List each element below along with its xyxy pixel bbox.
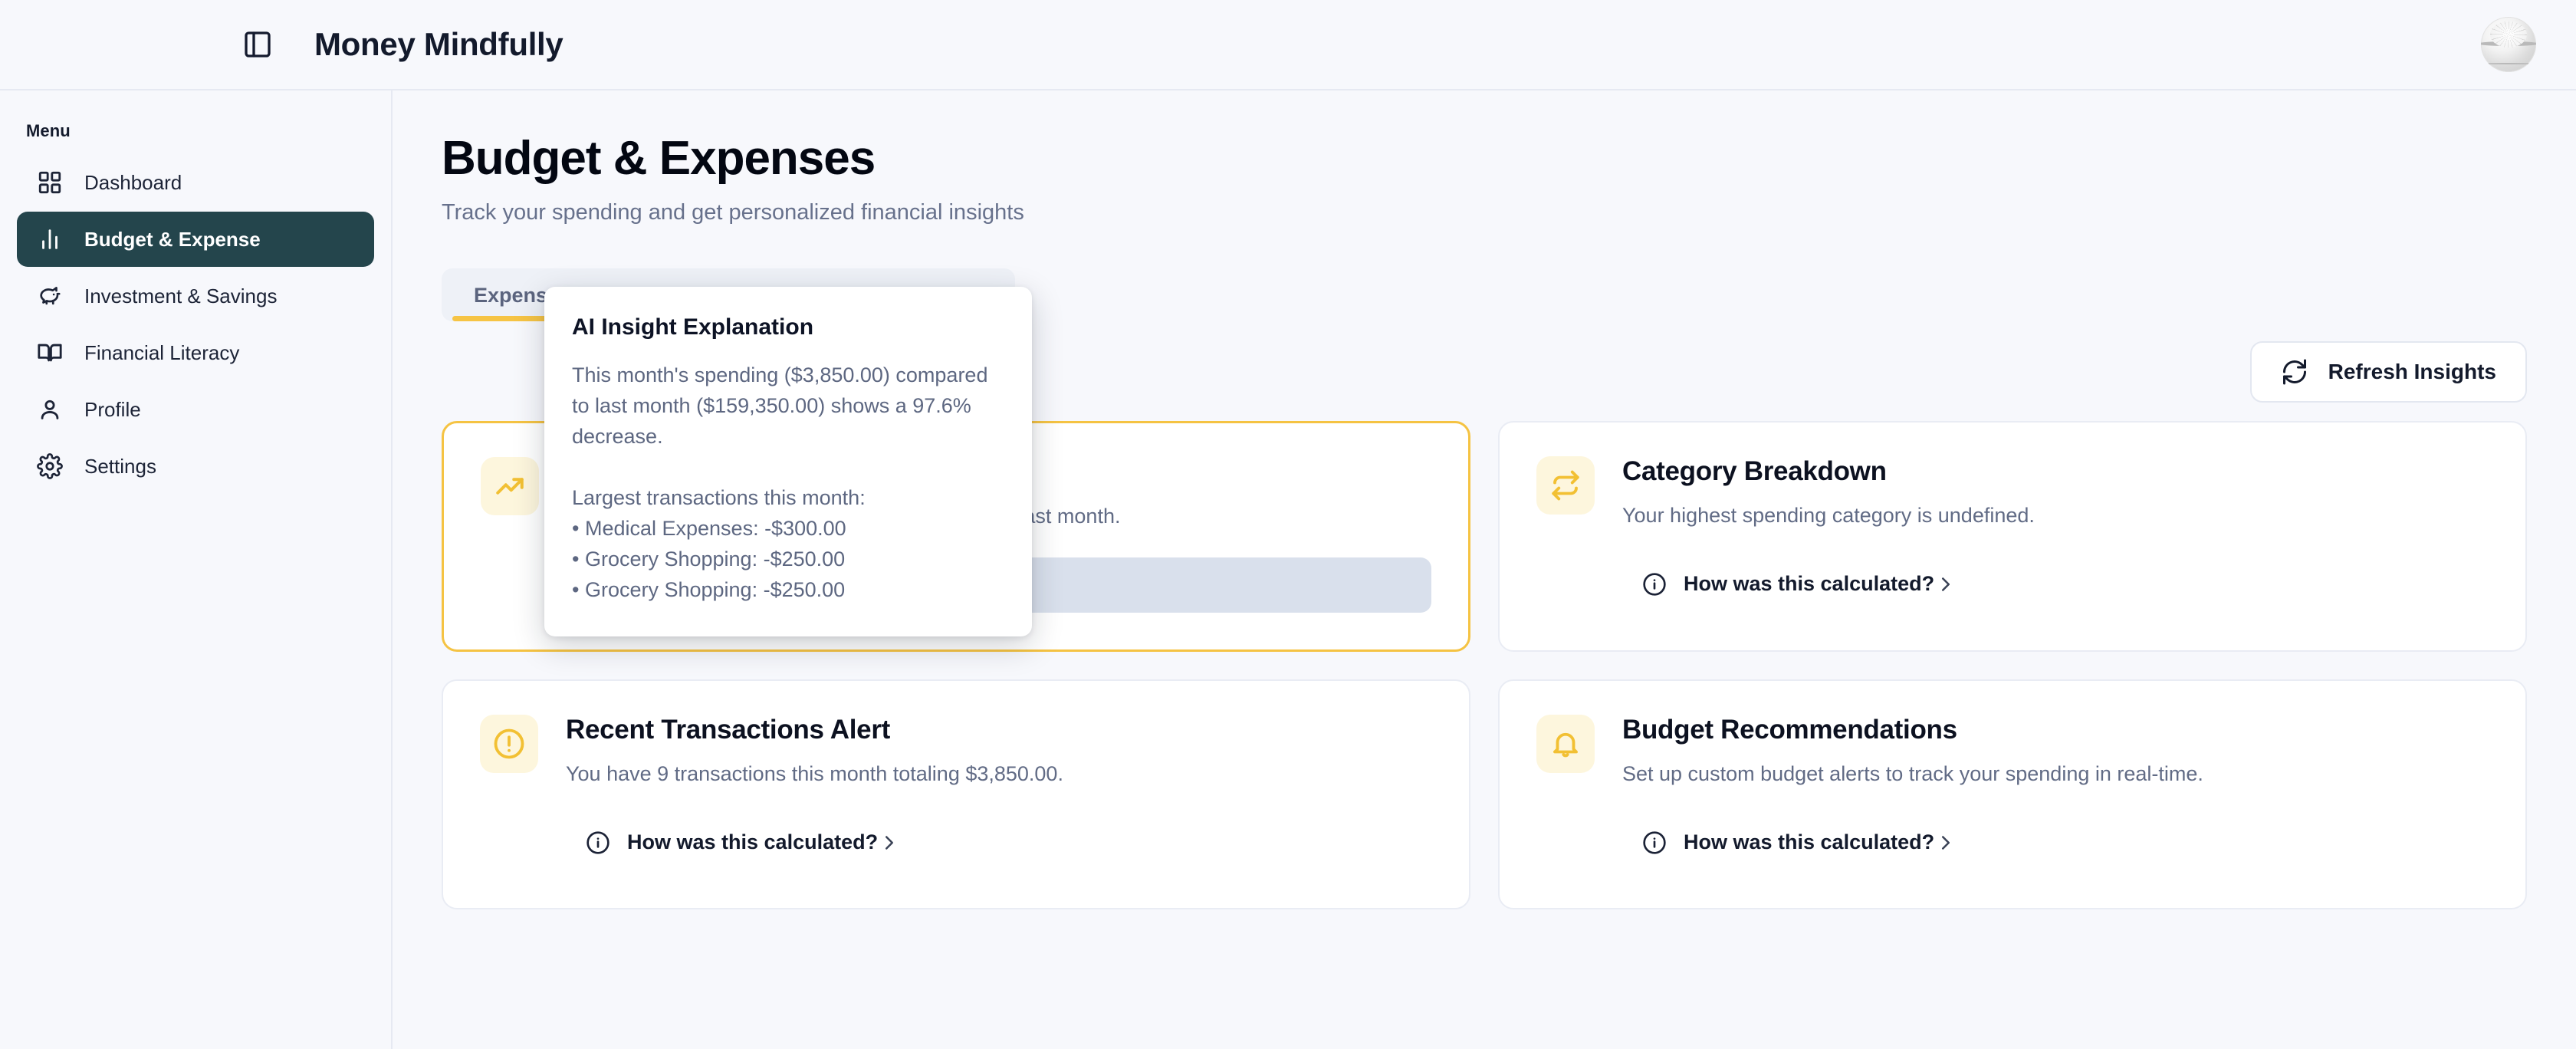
popover-body: This month's spending ($3,850.00) compar… (572, 363, 988, 601)
sidebar-item-label: Settings (84, 454, 156, 478)
card-title: Category Breakdown (1622, 455, 1887, 486)
top-bar: Money Mindfully (0, 0, 2576, 90)
sidebar-item-label: Investment & Savings (84, 284, 278, 307)
avatar[interactable] (2481, 17, 2536, 72)
how-was-this-calculated-row[interactable]: How was this calculated? (1622, 557, 2489, 612)
sidebar-item-investment-savings[interactable]: Investment & Savings (17, 268, 374, 324)
info-icon (1642, 572, 1684, 597)
gear-icon (37, 453, 63, 479)
card-description: Set up custom budget alerts to track you… (1622, 761, 2203, 785)
top-bar-right (2481, 17, 2536, 72)
card-description: Your highest spending category is undefi… (1622, 503, 2035, 527)
page-title: Budget & Expenses (442, 132, 876, 185)
how-was-this-calculated-row[interactable]: How was this calculated? (1622, 815, 2489, 870)
top-bar-left: Money Mindfully (0, 26, 564, 63)
body-row: Menu Dashboard Budget & Expense (0, 90, 2576, 1049)
user-icon (37, 396, 63, 423)
piggy-bank-icon (37, 283, 63, 309)
card-body: Category Breakdown Your highest spending… (1622, 456, 2489, 613)
refresh-insights-button[interactable]: Refresh Insights (2249, 340, 2527, 403)
info-icon (586, 830, 627, 855)
brand-title: Money Mindfully (314, 26, 564, 62)
bell-icon (1536, 714, 1595, 773)
card-title: Budget Recommendations (1622, 714, 1957, 745)
sidebar-item-label: Financial Literacy (84, 340, 240, 364)
how-was-this-calculated-label: How was this calculated? (1684, 830, 1935, 854)
trending-up-icon (481, 456, 539, 515)
card-budget-recommendations[interactable]: Budget Recommendations Set up custom bud… (1498, 679, 2527, 909)
card-body: Budget Recommendations Set up custom bud… (1622, 715, 2489, 871)
sidebar: Menu Dashboard Budget & Expense (0, 90, 393, 1049)
sidebar-item-dashboard[interactable]: Dashboard (17, 155, 374, 210)
card-body: Recent Transactions Alert You have 9 tra… (566, 715, 1432, 871)
how-was-this-calculated-label: How was this calculated? (1684, 572, 1935, 596)
sidebar-item-budget-expense[interactable]: Budget & Expense (17, 212, 374, 267)
page-subtitle: Track your spending and get personalized… (442, 199, 1024, 225)
insight-cards-grid: Spending Trend Your spending decreased b… (442, 420, 2527, 909)
toolbar-row: Refresh Insights (442, 340, 2527, 403)
book-open-icon (37, 340, 63, 366)
exchange-arrows-icon (1536, 455, 1595, 515)
bar-chart-icon (37, 226, 63, 252)
ai-insight-explanation-popover: AI Insight Explanation This month's spen… (544, 287, 1032, 636)
card-title: Recent Transactions Alert (566, 714, 891, 745)
how-was-this-calculated-row[interactable]: How was this calculated? (566, 815, 1432, 870)
sidebar-item-profile[interactable]: Profile (17, 382, 374, 437)
popover-title: AI Insight Explanation (572, 314, 814, 340)
card-description: You have 9 transactions this month total… (566, 761, 1063, 785)
sidebar-item-label: Budget & Expense (84, 227, 261, 251)
sidebar-item-financial-literacy[interactable]: Financial Literacy (17, 325, 374, 380)
refresh-insights-label: Refresh Insights (2328, 359, 2496, 383)
refresh-icon (2281, 358, 2308, 386)
chevron-right-icon (878, 831, 901, 854)
alert-circle-icon (480, 714, 538, 773)
chevron-right-icon (1934, 831, 1957, 854)
card-category-breakdown[interactable]: Category Breakdown Your highest spending… (1498, 420, 2527, 652)
card-recent-transactions-alert[interactable]: Recent Transactions Alert You have 9 tra… (442, 679, 1470, 909)
sidebar-item-settings[interactable]: Settings (17, 439, 374, 494)
sidebar-menu-label: Menu (26, 121, 71, 140)
chevron-right-icon (1934, 573, 1957, 596)
info-icon (1642, 830, 1684, 855)
sidebar-item-label: Dashboard (84, 170, 182, 194)
panel-left-icon[interactable] (242, 29, 273, 60)
how-was-this-calculated-label: How was this calculated? (627, 830, 879, 854)
layout-grid-icon (37, 169, 63, 196)
sidebar-item-label: Profile (84, 397, 141, 421)
